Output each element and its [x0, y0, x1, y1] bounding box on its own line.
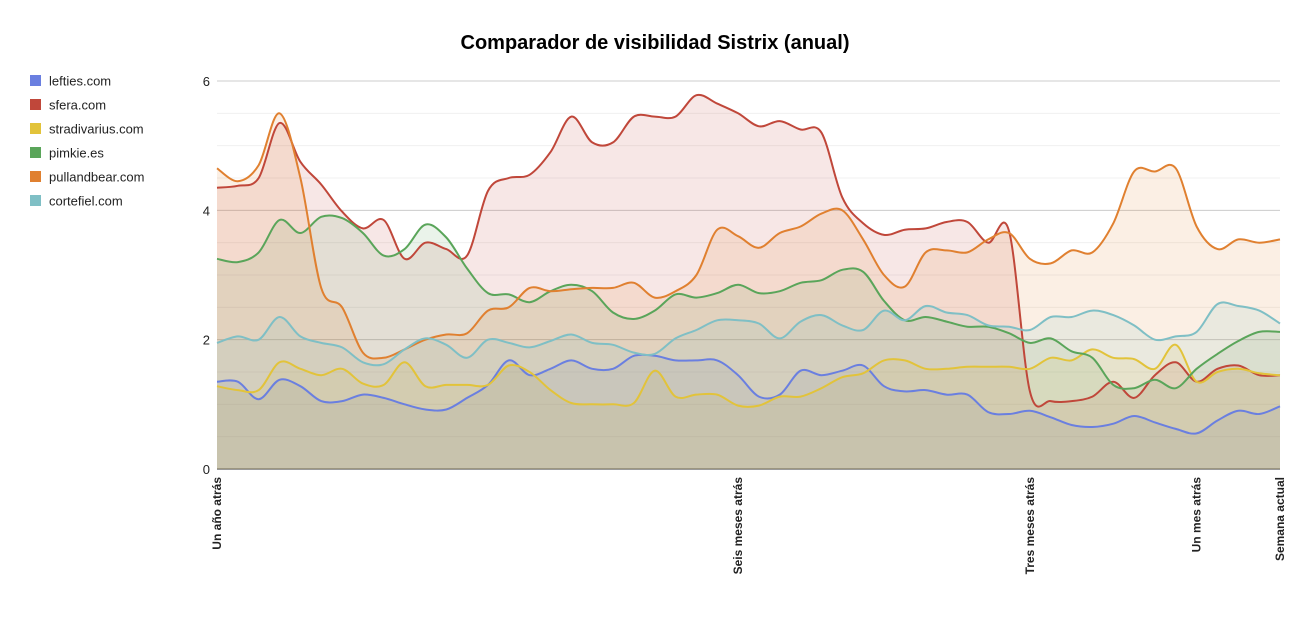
series-area — [217, 94, 1280, 469]
series-line — [216, 93, 1281, 408]
x-tick-label: Seis meses atrás — [731, 477, 745, 575]
series-line — [216, 112, 1281, 360]
legend-swatch — [30, 147, 41, 158]
legend-label: pimkie.es — [49, 146, 104, 161]
legend-swatch — [30, 195, 41, 206]
legend-label: sfera.com — [49, 98, 106, 113]
series-areas — [217, 94, 1280, 470]
legend-label: lefties.com — [49, 74, 111, 89]
y-tick-label: 0 — [203, 462, 210, 477]
series-area — [217, 354, 1280, 469]
series-area — [217, 344, 1280, 469]
y-tick-label: 4 — [203, 203, 210, 218]
legend-swatch — [30, 171, 41, 182]
x-tick-label: Semana actual — [1273, 477, 1287, 561]
legend-label: cortefiel.com — [49, 194, 123, 209]
legend: lefties.com sfera.com stradivarius.com pimk… — [30, 74, 144, 209]
x-tick-label: Tres meses atrás — [1023, 477, 1037, 575]
legend-swatch — [30, 75, 41, 86]
series-line — [216, 343, 1281, 408]
x-tick-label: Un año atrás — [210, 477, 224, 550]
series-line — [216, 301, 1281, 367]
legend-swatch — [30, 123, 41, 134]
chart-title: Comparador de visibilidad Sistrix (anual… — [461, 32, 850, 54]
legend-label: pullandbear.com — [49, 170, 144, 185]
y-tick-label: 6 — [203, 74, 210, 89]
x-tick-label: Un mes atrás — [1190, 477, 1204, 553]
series-line — [216, 353, 1281, 435]
axes: 0 2 4 6 Un año atrás Seis meses atrás Tres mes… — [203, 74, 1287, 574]
series-area — [217, 113, 1280, 470]
series-line — [216, 214, 1281, 390]
series-lines — [216, 93, 1281, 435]
legend-swatch — [30, 99, 41, 110]
y-tick-label: 2 — [203, 333, 210, 348]
legend-label: stradivarius.com — [49, 122, 144, 137]
series-area — [217, 215, 1280, 469]
